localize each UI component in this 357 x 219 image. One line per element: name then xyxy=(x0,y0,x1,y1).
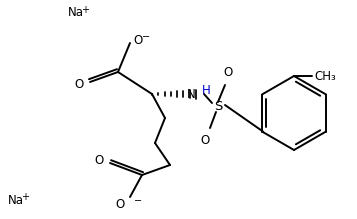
Text: O: O xyxy=(223,65,233,78)
Text: O: O xyxy=(200,134,210,147)
Text: −: − xyxy=(134,196,142,206)
Text: O: O xyxy=(116,198,125,210)
Text: S: S xyxy=(214,101,222,113)
Text: CH₃: CH₃ xyxy=(314,69,336,83)
Text: +: + xyxy=(81,5,89,15)
Text: +: + xyxy=(21,192,29,202)
Text: H: H xyxy=(202,83,211,97)
Text: −: − xyxy=(142,32,150,42)
Text: O: O xyxy=(95,154,104,166)
Text: O: O xyxy=(75,78,84,92)
Text: O: O xyxy=(133,34,142,46)
Text: Na: Na xyxy=(68,7,84,19)
Text: Na: Na xyxy=(8,194,24,207)
Text: N: N xyxy=(187,88,196,101)
